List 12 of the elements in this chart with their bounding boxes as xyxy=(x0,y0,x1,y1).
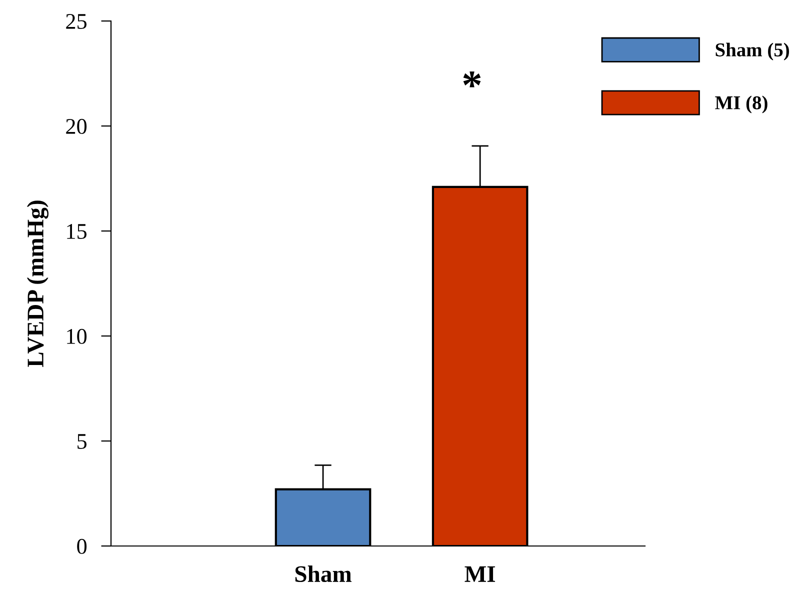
annotation: * xyxy=(463,72,481,88)
y-tick-label: 25 xyxy=(66,14,87,29)
y-tick-label: 10 xyxy=(67,328,87,344)
y-tick-label: 5 xyxy=(78,434,87,449)
y-tick-label: 20 xyxy=(66,118,87,134)
legend-label: MI (8) xyxy=(715,96,768,114)
y-tick-label: 0 xyxy=(77,538,87,554)
x-tick-label: MI xyxy=(464,566,496,582)
x-tick-label: Sham xyxy=(295,565,352,582)
y-tick-label: 15 xyxy=(67,224,87,239)
legend-label: Sham (5) xyxy=(716,42,790,60)
y-axis-title: LVEDP (mmHg) xyxy=(26,200,48,367)
